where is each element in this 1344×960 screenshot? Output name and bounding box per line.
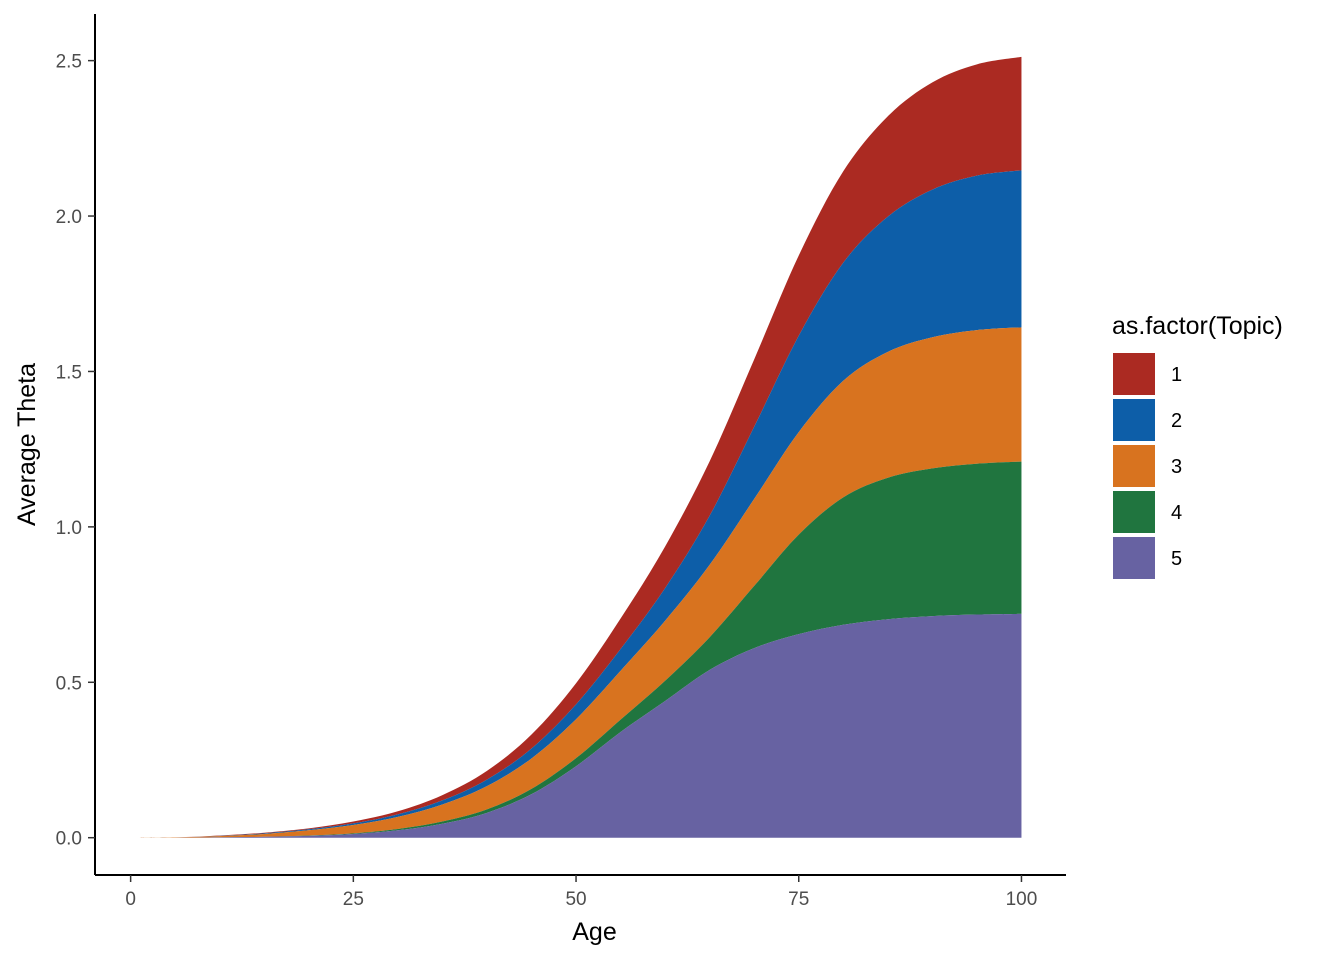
x-axis-ticks: 0 25 50 75 100: [125, 875, 1037, 910]
legend-key-topic-2: [1113, 399, 1155, 441]
y-tick-label: 1.5: [56, 362, 82, 383]
legend-key-topic-3: [1113, 445, 1155, 487]
legend-key-topic-5: [1113, 537, 1155, 579]
x-tick-label: 0: [125, 889, 136, 910]
legend: as.factor(Topic) 1 2 3 4 5: [1112, 312, 1283, 579]
y-axis-title: Average Theta: [13, 363, 41, 526]
legend-title: as.factor(Topic): [1112, 312, 1283, 340]
legend-key-topic-4: [1113, 491, 1155, 533]
legend-key-topic-1: [1113, 353, 1155, 395]
area-topic-5: [139, 613, 1022, 838]
area-topic-3: [139, 327, 1022, 838]
y-axis-ticks: 0.0 0.5 1.0 1.5 2.0 2.5: [56, 52, 95, 850]
legend-label-topic-1: 1: [1171, 364, 1182, 386]
area-topic-2: [139, 170, 1022, 838]
x-axis-title: Age: [572, 918, 616, 946]
legend-label-topic-5: 5: [1171, 548, 1182, 570]
x-tick-label: 25: [343, 889, 364, 910]
y-tick-label: 0.0: [56, 829, 82, 850]
area-topic-4: [139, 461, 1022, 838]
legend-label-topic-2: 2: [1171, 410, 1182, 432]
legend-label-topic-3: 3: [1171, 456, 1182, 478]
x-tick-label: 100: [1006, 889, 1038, 910]
legend-items: 1 2 3 4 5: [1113, 353, 1182, 579]
y-tick-label: 2.5: [56, 52, 82, 73]
area-layers: [139, 56, 1022, 838]
x-tick-label: 50: [565, 889, 586, 910]
y-tick-label: 0.5: [56, 673, 82, 694]
y-tick-label: 1.0: [56, 518, 82, 539]
legend-label-topic-4: 4: [1171, 502, 1182, 524]
area-topic-1: [139, 56, 1022, 838]
x-tick-label: 75: [788, 889, 809, 910]
y-tick-label: 2.0: [56, 207, 82, 228]
axes: 0 25 50 75 100 0.0 0.5 1.0 1.5 2.0 2.5: [56, 14, 1066, 910]
